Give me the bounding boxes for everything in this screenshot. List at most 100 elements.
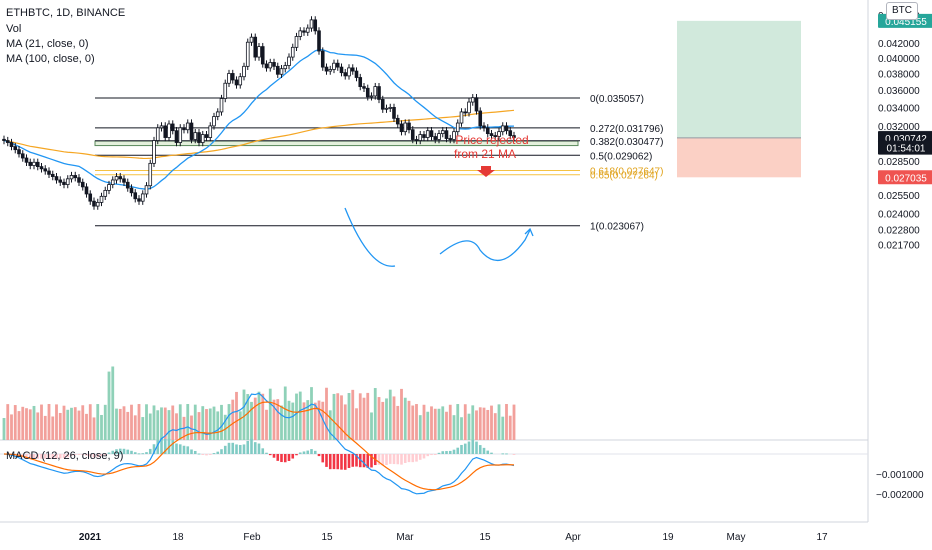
macd-histogram-bar [287, 454, 291, 461]
volume-bar [145, 404, 148, 440]
candle-body [208, 125, 213, 138]
candle-body [399, 123, 404, 133]
volume-bar [512, 404, 516, 440]
volume-bar [171, 405, 175, 440]
macd-histogram-bar [190, 449, 193, 454]
volume-bar [107, 371, 111, 440]
macd-histogram-bar [430, 454, 433, 456]
stop-zone [677, 137, 801, 178]
candle-body [17, 149, 21, 155]
candle-body [167, 123, 171, 138]
macd-histogram-bar [306, 450, 310, 454]
volume-bar [208, 408, 212, 440]
macd-histogram-bar [28, 454, 32, 460]
macd-histogram-bar [418, 454, 422, 460]
candle-body [463, 111, 468, 114]
macd-histogram-bar [358, 454, 362, 468]
macd-histogram-bar [512, 454, 516, 455]
candle-body [95, 202, 100, 207]
volume-bar [261, 393, 265, 440]
time-axis-tick: May [727, 532, 746, 543]
candle-body [489, 133, 494, 136]
macd-histogram-bar [478, 445, 482, 454]
candle-body [178, 127, 183, 143]
candle-body [410, 129, 415, 140]
macd-histogram-bar [411, 454, 415, 463]
macd-histogram-bar [276, 454, 280, 461]
macd-histogram-bar [126, 449, 130, 454]
volume-bar [47, 404, 51, 440]
candle-body [433, 136, 438, 140]
volume-bar [302, 402, 306, 440]
volume-bar [36, 412, 40, 440]
candle-body [215, 111, 220, 117]
ma100-legend: MA (100, close, 0) [6, 53, 95, 65]
volume-bar [400, 388, 403, 440]
macd-histogram-bar [81, 454, 85, 455]
macd-histogram-bar [160, 437, 163, 454]
currency-badge[interactable]: BTC [886, 2, 918, 20]
volume-bar [160, 407, 163, 440]
volume-bar [28, 409, 32, 440]
macd-axis-tick: −0.002000 [876, 490, 924, 501]
macd-histogram-bar [505, 453, 508, 455]
time-axis-tick: 18 [172, 532, 184, 543]
volume-bar [456, 404, 460, 440]
volume-bar [493, 413, 497, 440]
volume-bar [141, 417, 145, 440]
volume-bar [6, 404, 10, 440]
volume-bar [370, 412, 373, 440]
macd-histogram-bar [370, 454, 373, 468]
volume-bar [336, 393, 340, 440]
fib-level-label: 0.382(0.030477) [590, 137, 663, 148]
volume-bar [437, 408, 441, 440]
volume-bar [321, 401, 325, 440]
candle-body [47, 170, 51, 175]
macd-axis-tick: −0.001000 [876, 470, 924, 481]
macd-histogram-bar [43, 454, 47, 459]
candle-body [500, 125, 505, 133]
volume-bar [328, 410, 332, 440]
macd-line [3, 392, 515, 495]
candle-body [114, 176, 119, 181]
candle-body [84, 186, 89, 195]
candle-body [2, 138, 6, 141]
candle-body [234, 79, 239, 86]
volume-bar [130, 404, 133, 440]
candle-body [275, 65, 280, 75]
macd-histogram-bar [77, 454, 81, 455]
volume-bar [385, 398, 388, 440]
candle-body [313, 19, 318, 32]
candle-body [140, 193, 145, 202]
candle-body [28, 161, 33, 166]
macd-histogram-bar [235, 444, 238, 454]
candle-body [13, 146, 18, 151]
candle-body [437, 133, 441, 140]
volume-bar [287, 400, 291, 440]
macd-histogram-bar [85, 454, 88, 456]
macd-histogram-bar [96, 454, 100, 458]
candle-body [264, 63, 269, 69]
price-axis-tick: 0.025500 [878, 191, 920, 202]
price-badge-label: 0.027035 [885, 173, 927, 184]
price-axis-tick: 0.021700 [878, 240, 920, 251]
macd-histogram-bar [268, 454, 272, 456]
volume-bar [212, 406, 216, 440]
time-axis-tick: Apr [565, 532, 581, 543]
macd-histogram-bar [51, 454, 55, 459]
candle-body [377, 86, 381, 100]
macd-histogram-bar [441, 451, 445, 454]
macd-histogram-bar [32, 454, 36, 459]
macd-histogram-bar [107, 452, 111, 454]
candle-body [309, 19, 314, 29]
macd-histogram-bar [280, 454, 283, 463]
candle-body [204, 134, 209, 138]
fib-level-label: 1(0.023067) [590, 222, 644, 233]
price-axis-tick: 0.032000 [878, 122, 920, 133]
candle-body [497, 131, 501, 137]
macd-histogram-bar [321, 454, 325, 463]
price-badge-label: 0.030742 [885, 134, 927, 145]
macd-histogram-bar [25, 454, 28, 459]
candle-body [332, 62, 336, 70]
